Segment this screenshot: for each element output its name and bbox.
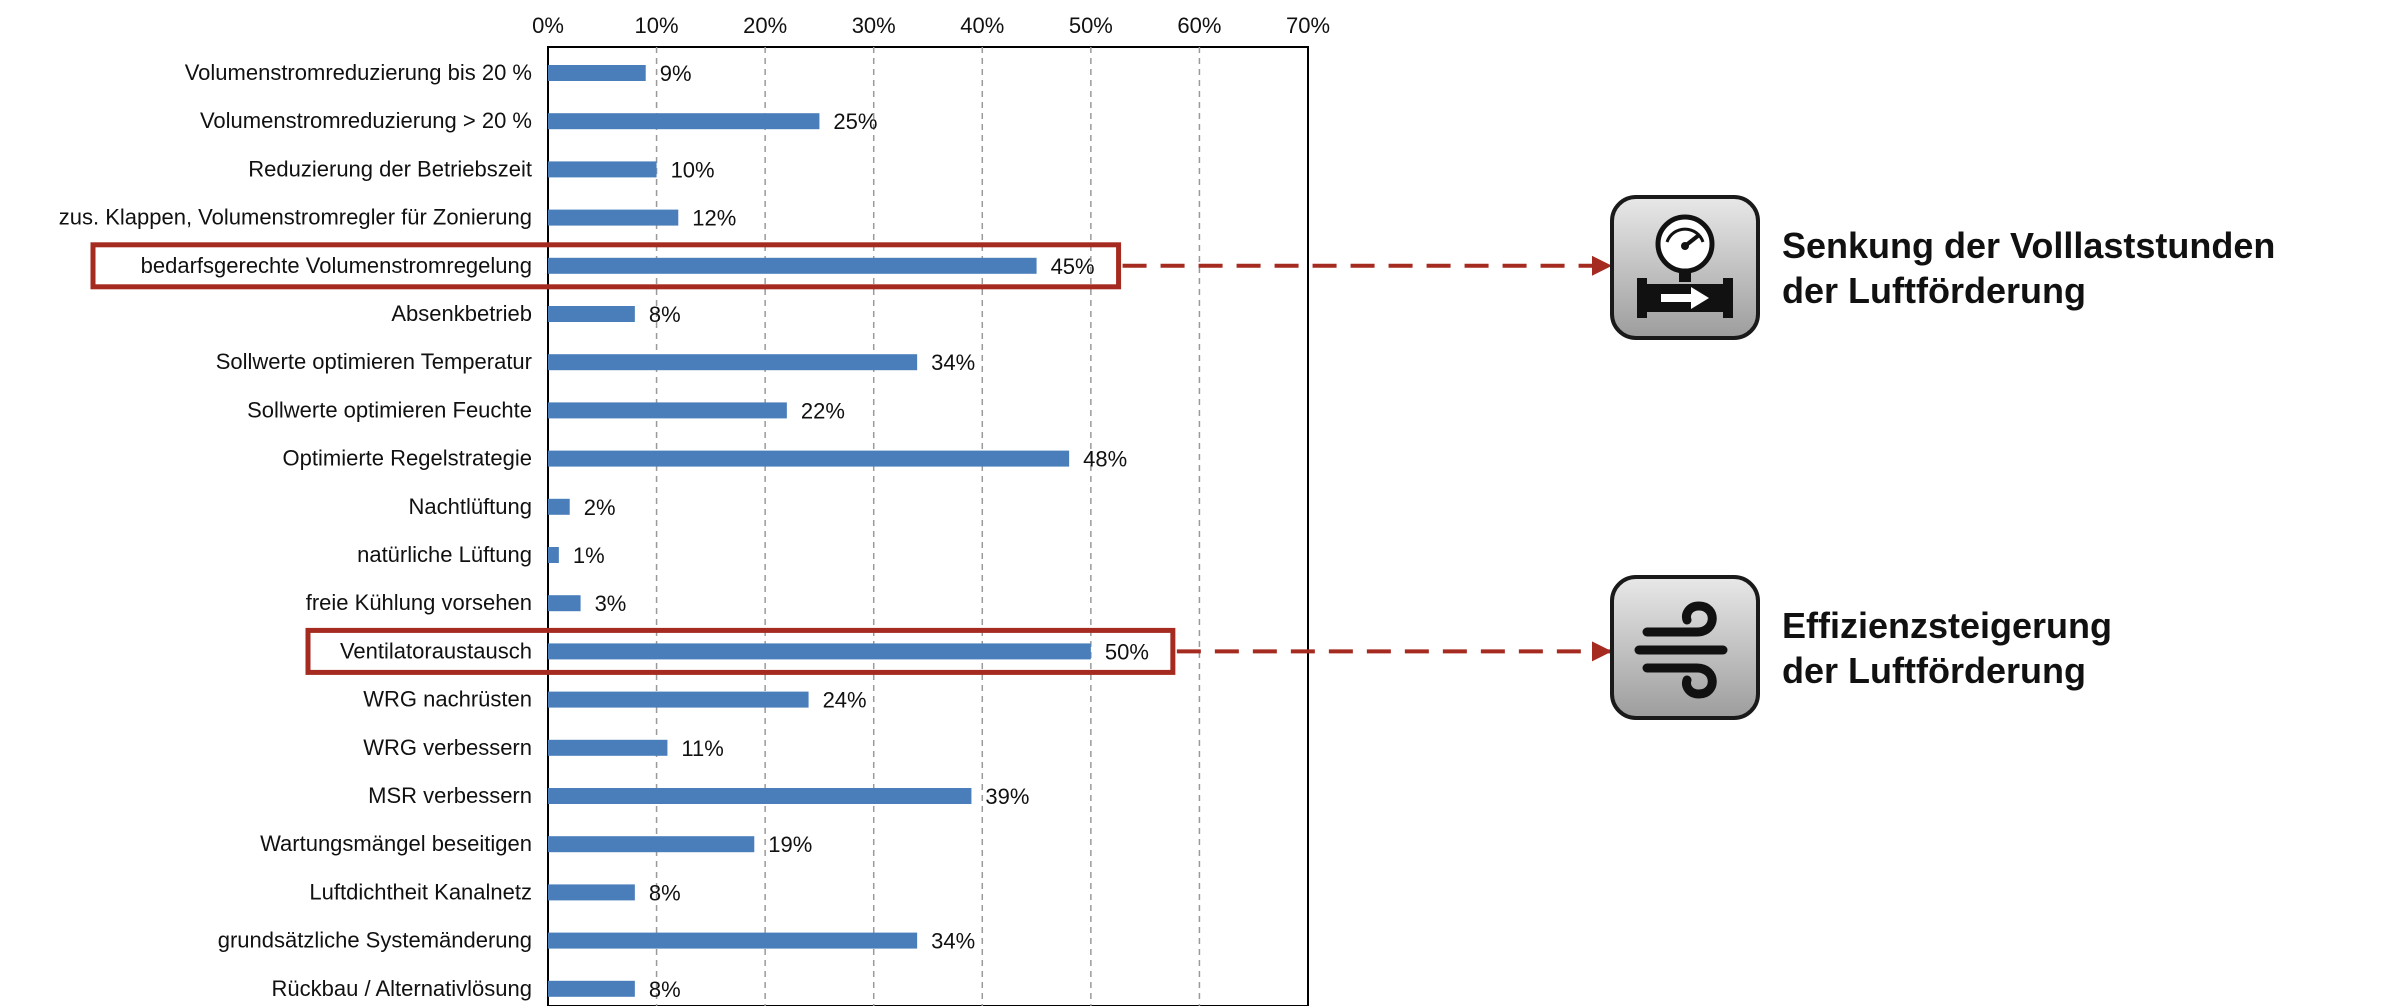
value-label: 19% bbox=[768, 832, 812, 857]
callout-line-1: Effizienzsteigerung bbox=[1782, 604, 2113, 646]
callout-text: Senkung der Volllaststunden der Luftförd… bbox=[1782, 223, 2275, 313]
category-label: MSR verbessern bbox=[368, 783, 532, 808]
bar bbox=[548, 306, 635, 322]
value-label: 2% bbox=[584, 495, 616, 520]
value-label: 22% bbox=[801, 398, 845, 423]
category-label: bedarfsgerechte Volumenstromregelung bbox=[141, 253, 532, 278]
category-label: zus. Klappen, Volumenstromregler für Zon… bbox=[59, 205, 532, 230]
bar bbox=[548, 498, 570, 515]
x-tick-label: 20% bbox=[743, 13, 787, 38]
highlight-box bbox=[305, 627, 1176, 675]
x-tick-label: 40% bbox=[960, 13, 1004, 38]
plot-frame bbox=[547, 46, 1309, 1006]
bar bbox=[548, 354, 918, 371]
category-label: Luftdichtheit Kanalnetz bbox=[309, 879, 532, 904]
x-tick-label: 0% bbox=[532, 13, 564, 38]
value-label: 48% bbox=[1083, 447, 1127, 472]
value-label: 9% bbox=[660, 61, 692, 86]
bar bbox=[548, 836, 755, 853]
value-label: 8% bbox=[649, 977, 681, 1002]
value-label: 39% bbox=[985, 784, 1029, 809]
x-tick-label: 10% bbox=[635, 13, 679, 38]
value-label: 11% bbox=[681, 736, 723, 761]
bar bbox=[548, 450, 1070, 467]
x-tick-label: 50% bbox=[1069, 13, 1113, 38]
value-label: 10% bbox=[671, 157, 715, 182]
pressure-gauge-pipe-icon bbox=[1610, 195, 1760, 340]
value-label: 12% bbox=[692, 206, 736, 231]
value-label: 24% bbox=[823, 688, 867, 713]
category-label: Volumenstromreduzierung > 20 % bbox=[200, 108, 532, 133]
bar bbox=[548, 739, 668, 756]
category-label: WRG verbessern bbox=[363, 735, 532, 760]
bar bbox=[548, 788, 972, 804]
category-label: natürliche Lüftung bbox=[357, 542, 532, 567]
callout-line-2: der Luftförderung bbox=[1782, 269, 2086, 311]
category-label: WRG nachrüsten bbox=[363, 687, 532, 712]
bar bbox=[548, 65, 646, 81]
bar bbox=[548, 643, 1091, 660]
bar bbox=[548, 932, 918, 949]
x-tick-label: 60% bbox=[1177, 13, 1221, 38]
value-label: 34% bbox=[931, 929, 975, 954]
highlight-box bbox=[90, 242, 1122, 290]
callout-effizienzsteigerung: Effizienzsteigerung der Luftförderung bbox=[1610, 575, 2112, 720]
value-label: 3% bbox=[595, 591, 627, 616]
bar bbox=[548, 547, 559, 563]
category-label: Rückbau / Alternativlösung bbox=[272, 976, 533, 1001]
bar bbox=[548, 691, 809, 708]
x-tick-label: 30% bbox=[852, 13, 896, 38]
category-label: Absenkbetrieb bbox=[391, 301, 532, 326]
category-label: Nachtlüftung bbox=[408, 494, 532, 519]
value-label: 8% bbox=[649, 880, 681, 905]
category-label: Sollwerte optimieren Feuchte bbox=[247, 397, 532, 422]
bar bbox=[548, 980, 635, 997]
value-label: 45% bbox=[1051, 254, 1095, 279]
category-label: Wartungsmängel beseitigen bbox=[260, 831, 532, 856]
category-label: Volumenstromreduzierung bis 20 % bbox=[185, 60, 532, 85]
bar bbox=[548, 884, 635, 901]
bar bbox=[548, 113, 820, 130]
callout-line-1: Senkung der Volllaststunden bbox=[1782, 224, 2276, 266]
x-tick-label: 70% bbox=[1286, 13, 1330, 38]
callout-line-2: der Luftförderung bbox=[1782, 649, 2086, 691]
category-label: grundsätzliche Systemänderung bbox=[218, 928, 532, 953]
wind-icon bbox=[1610, 575, 1760, 720]
value-label: 1% bbox=[573, 543, 605, 568]
bar bbox=[548, 595, 581, 612]
callout-text: Effizienzsteigerung der Luftförderung bbox=[1782, 603, 2112, 693]
bar bbox=[548, 402, 787, 419]
category-label: freie Kühlung vorsehen bbox=[306, 590, 532, 615]
value-label: 50% bbox=[1105, 639, 1149, 664]
bar bbox=[548, 161, 657, 178]
bar bbox=[548, 257, 1037, 274]
category-label: Sollwerte optimieren Temperatur bbox=[216, 349, 532, 374]
category-label: Optimierte Regelstrategie bbox=[283, 446, 532, 471]
value-label: 25% bbox=[833, 109, 877, 134]
callout-volllaststunden: Senkung der Volllaststunden der Luftförd… bbox=[1610, 195, 2275, 340]
category-label: Ventilatoraustausch bbox=[340, 638, 532, 663]
bar bbox=[548, 209, 679, 226]
value-label: 8% bbox=[649, 302, 681, 327]
category-label: Reduzierung der Betriebszeit bbox=[248, 156, 532, 181]
value-label: 34% bbox=[931, 350, 975, 375]
